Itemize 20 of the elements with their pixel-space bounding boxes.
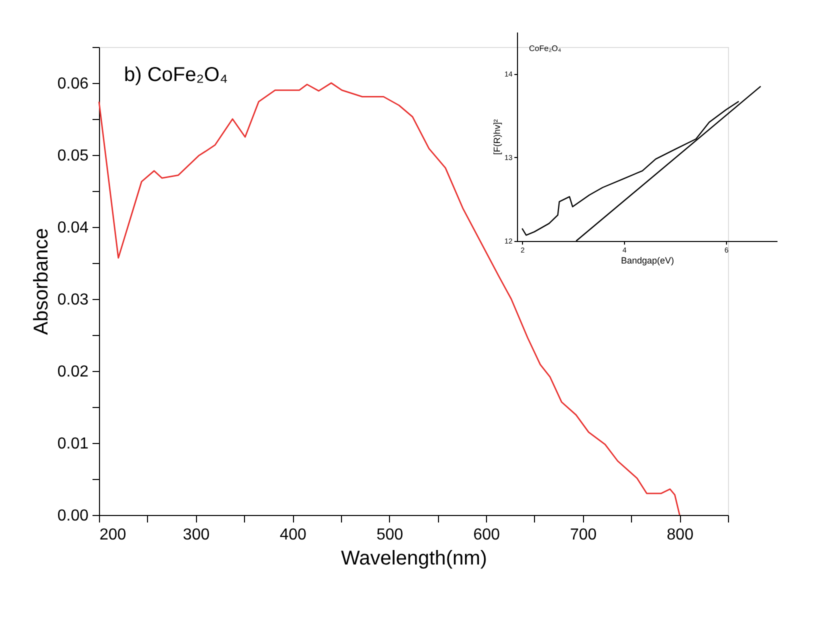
x-tick-label: 300: [182, 526, 210, 544]
annotation: CoFe₂O₄: [529, 44, 562, 53]
x-tick-label: 600: [473, 526, 500, 544]
x-axis-title: Wavelength(nm): [341, 548, 487, 570]
y-axis-title: Absorbance: [30, 228, 52, 335]
x-tick-label: 800: [666, 526, 694, 544]
x-tick-label: 200: [100, 526, 126, 544]
y-tick-label: 0.00: [57, 508, 89, 524]
x-tick-label: 500: [376, 526, 404, 544]
x-tick-label: 700: [570, 526, 597, 544]
annotation: b) CoFe₂O₄: [124, 64, 228, 86]
y-tick-label: 0.06: [57, 76, 89, 92]
y-tick-label: 0.05: [57, 148, 89, 164]
x-tick-label: 400: [280, 526, 306, 544]
y-tick-label: 0.02: [57, 364, 89, 380]
y-axis-title: [F(R)hv]²: [492, 119, 502, 155]
x-axis-title: Bandgap(eV): [620, 255, 674, 266]
y-tick-label: 0.01: [57, 436, 89, 452]
y-tick-label: 0.03: [57, 292, 89, 308]
y-tick-label: 0.04: [57, 220, 89, 236]
